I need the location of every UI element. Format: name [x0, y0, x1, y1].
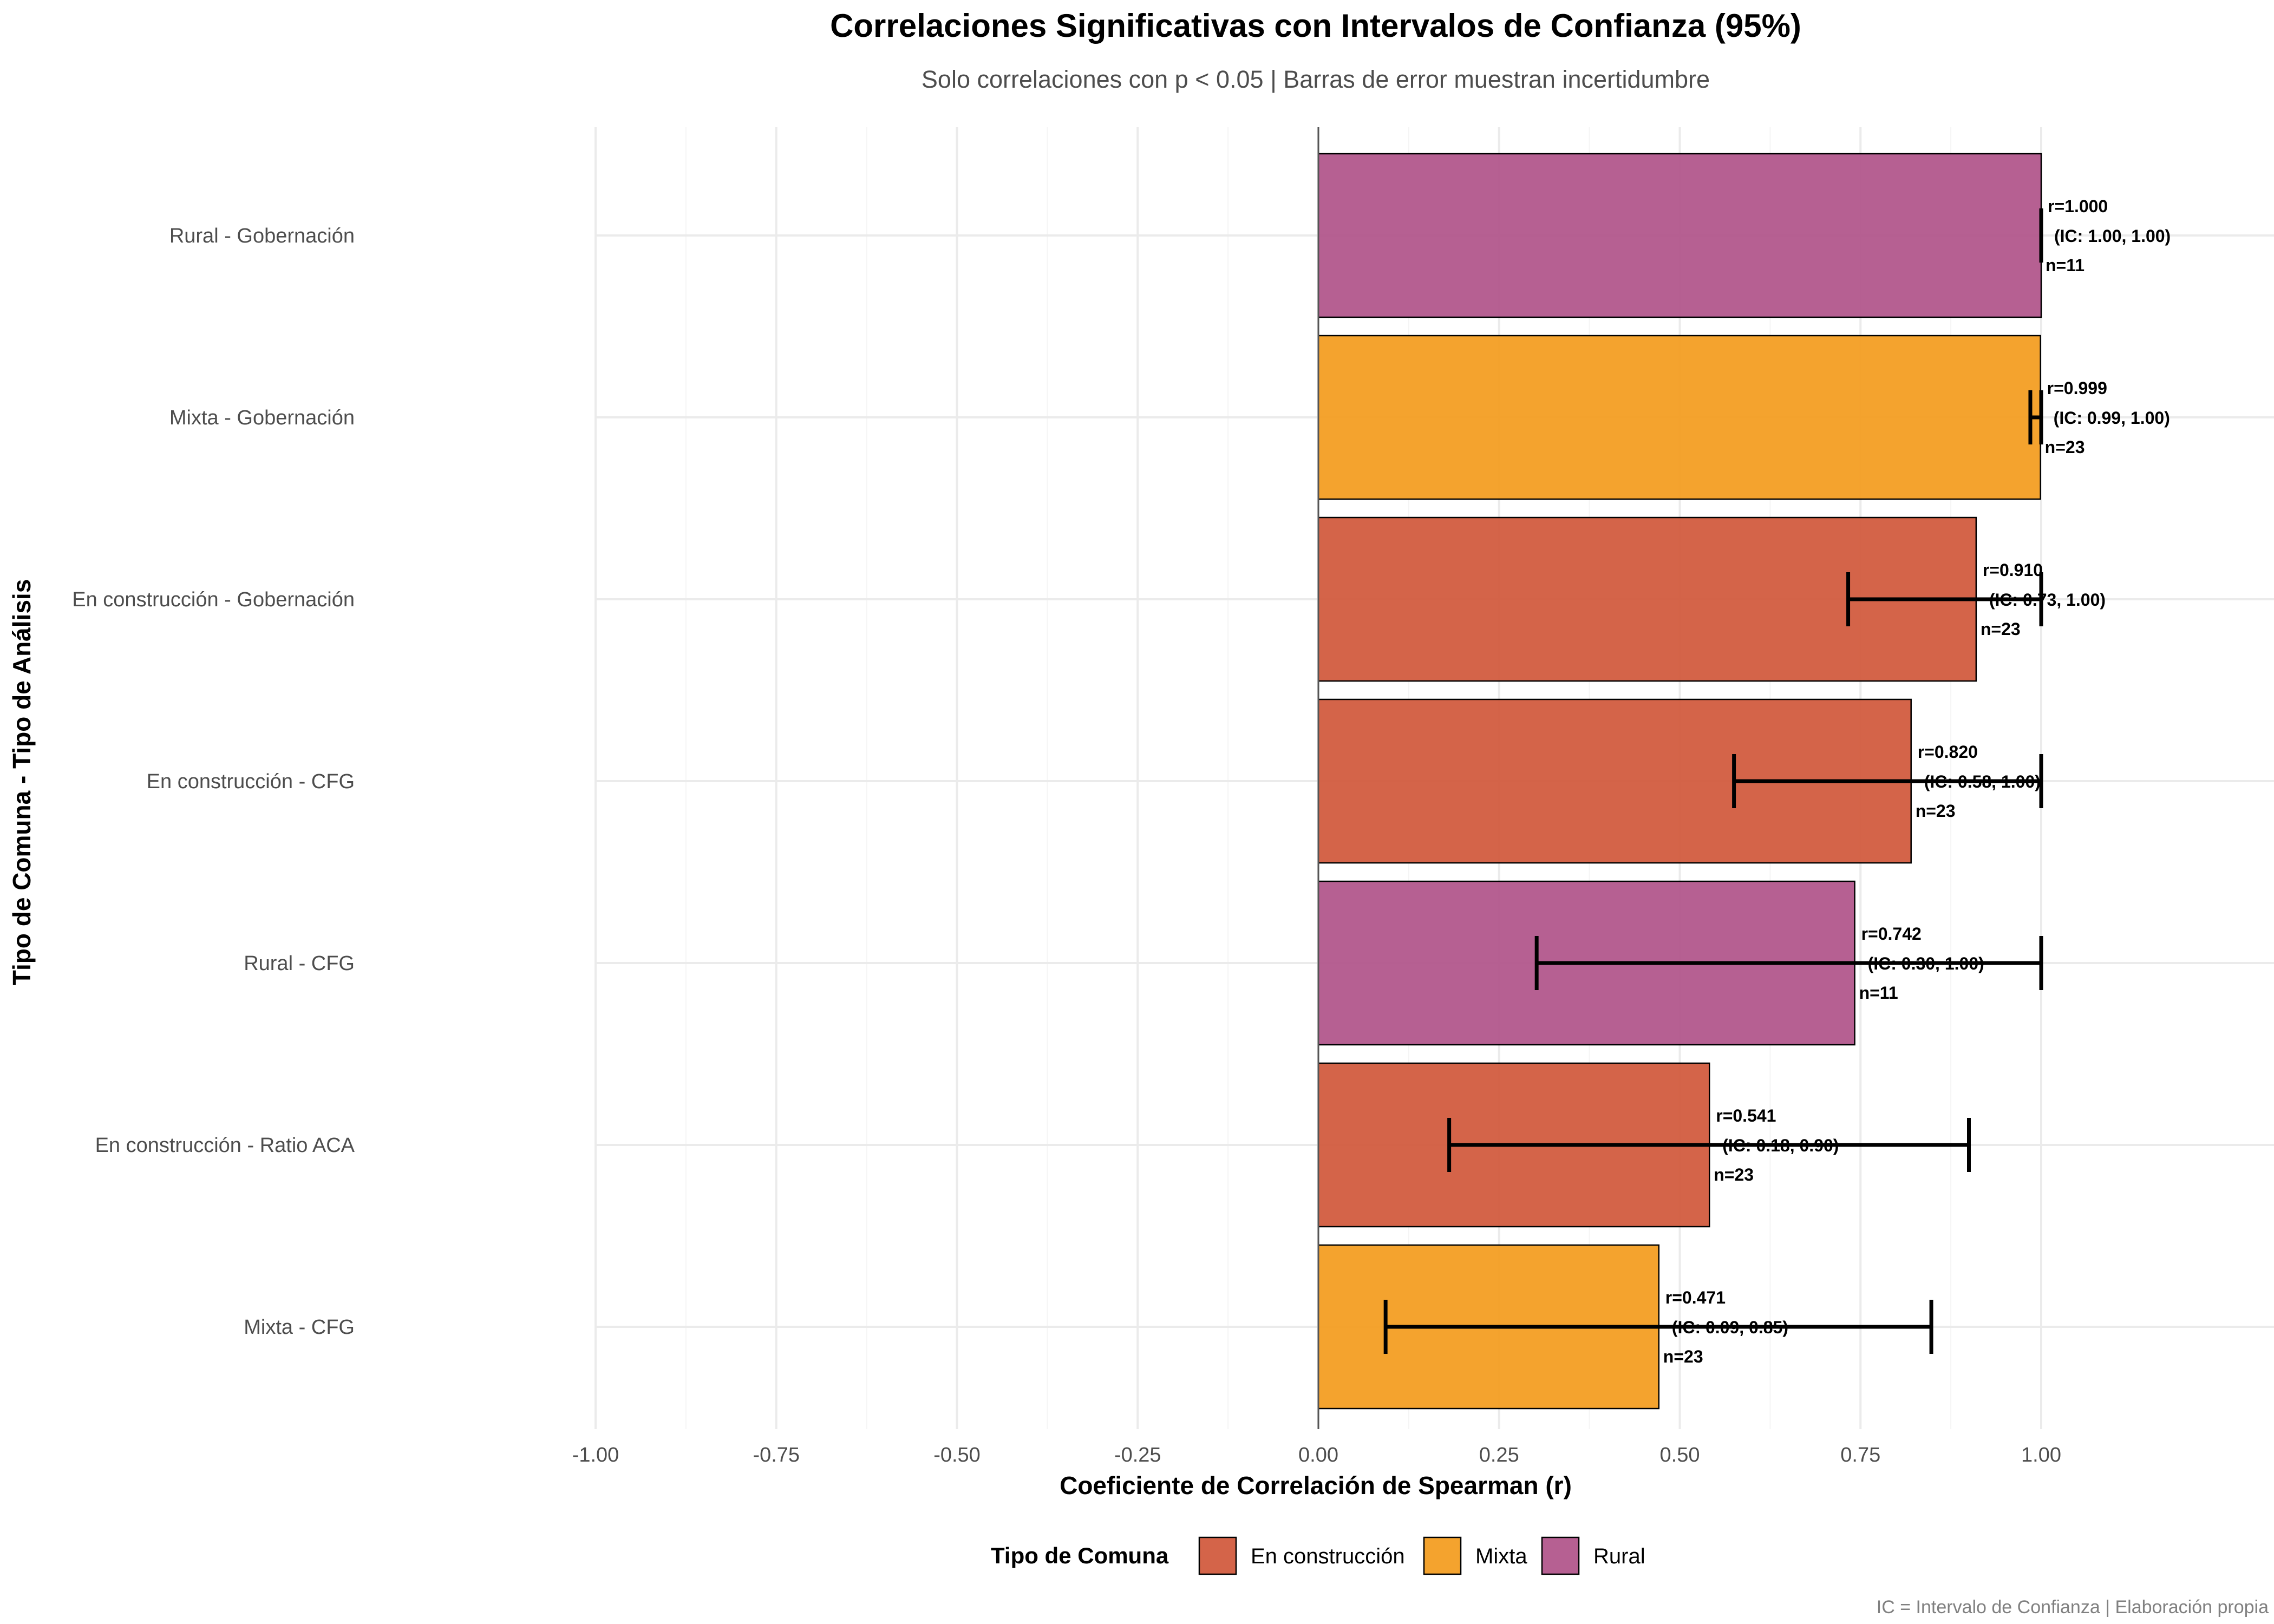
x-tick-label: -0.25 — [1114, 1444, 1161, 1466]
legend-swatch — [1541, 1536, 1580, 1575]
category-label: Mixta - Gobernación — [169, 407, 355, 429]
x-tick-label: -1.00 — [572, 1444, 619, 1466]
data-label-ci: (IC: 0.99, 1.00) — [2054, 408, 2170, 428]
data-label-ci: (IC: 0.09, 0.85) — [1672, 1318, 1788, 1337]
x-tick-label: 0.75 — [1840, 1444, 1880, 1466]
legend: Tipo de Comuna En construcción Mixta Rural — [991, 1536, 1645, 1575]
data-label-r: r=0.820 — [1918, 742, 1978, 762]
x-tick-labels: -1.00 -0.75 -0.50 -0.25 0.00 0.25 0.50 0.75 1.00 — [572, 1444, 2061, 1466]
data-label-n: n=23 — [1916, 801, 1956, 821]
legend-swatch — [1198, 1536, 1237, 1575]
data-label-r: r=0.999 — [2047, 378, 2107, 398]
legend-swatch — [1423, 1536, 1462, 1575]
data-label-r: r=0.471 — [1665, 1288, 1726, 1307]
y-axis-title: Tipo de Comuna - Tipo de Análisis — [8, 579, 36, 986]
x-tick-label: -0.50 — [933, 1444, 981, 1466]
data-label-n: n=23 — [1981, 619, 2021, 639]
data-label-ci: (IC: 0.73, 1.00) — [1989, 590, 2106, 610]
legend-label: En construcción — [1251, 1544, 1405, 1568]
data-label-n: n=23 — [1663, 1347, 1703, 1366]
data-label-r: r=0.541 — [1716, 1106, 1776, 1125]
category-label: En construcción - Gobernación — [72, 588, 355, 611]
data-label-n: n=11 — [2046, 256, 2084, 275]
data-label-n: n=11 — [1859, 983, 1898, 1003]
bar — [1317, 153, 2042, 318]
data-label-ci: (IC: 0.58, 1.00) — [1924, 772, 2041, 791]
data-label-n: n=23 — [2045, 437, 2085, 457]
bar — [1317, 335, 2041, 500]
x-tick-label: -0.75 — [753, 1444, 800, 1466]
data-label-ci: (IC: 0.30, 1.00) — [1868, 954, 1984, 973]
legend-label: Mixta — [1475, 1544, 1527, 1568]
data-label-r: r=0.742 — [1861, 924, 1922, 944]
data-label-n: n=23 — [1714, 1165, 1754, 1184]
x-axis-title: Coeficiente de Correlación de Spearman (… — [1060, 1471, 1572, 1499]
legend-label: Rural — [1593, 1544, 1645, 1568]
x-tick-label: 1.00 — [2021, 1444, 2061, 1466]
category-label: Mixta - CFG — [244, 1316, 355, 1339]
chart-title: Correlaciones Significativas con Interva… — [830, 8, 1801, 44]
category-label: En construcción - CFG — [147, 770, 355, 793]
bars: r=1.000 (IC: 1.00, 1.00) n=11 r=0.999 (IC: 0… — [1317, 127, 2171, 1429]
data-label-r: r=1.000 — [2048, 197, 2108, 216]
x-tick-label: 0.50 — [1660, 1444, 1700, 1466]
category-label: Rural - Gobernación — [169, 225, 355, 247]
legend-title: Tipo de Comuna — [991, 1543, 1169, 1568]
data-label-ci: (IC: 0.18, 0.90) — [1722, 1136, 1839, 1155]
data-label-r: r=0.910 — [1983, 560, 2043, 580]
data-label-ci: (IC: 1.00, 1.00) — [2054, 226, 2171, 246]
category-label: Rural - CFG — [244, 952, 355, 975]
category-labels: Rural - Gobernación Mixta - Gobernación En… — [72, 225, 355, 1339]
x-tick-label: 0.00 — [1298, 1444, 1338, 1466]
category-label: En construcción - Ratio ACA — [95, 1134, 355, 1157]
chart-subtitle: Solo correlaciones con p < 0.05 | Barras… — [922, 66, 1710, 93]
x-tick-label: 0.25 — [1479, 1444, 1519, 1466]
chart-caption: IC = Intervalo de Confianza | Elaboració… — [1877, 1597, 2269, 1618]
